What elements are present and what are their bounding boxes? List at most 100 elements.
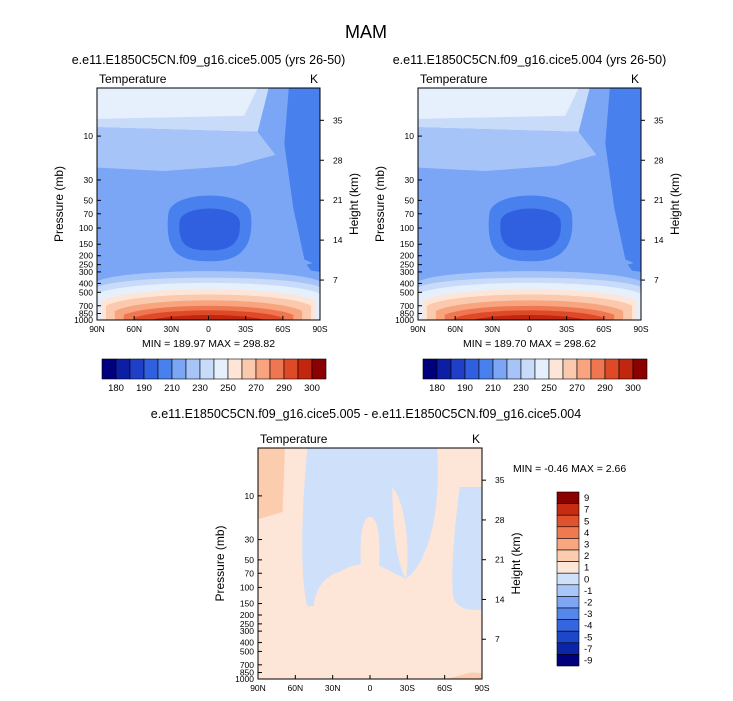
colorbar-box-5 [171, 358, 187, 380]
x-tick-label-30S: 30S [238, 324, 253, 334]
y2-tick-label-7: 7 [333, 275, 338, 285]
colorbar-label-180: 180 [108, 383, 124, 394]
y-axis-label: Pressure (mb) [373, 166, 387, 242]
y-tick-label-70: 70 [84, 209, 94, 219]
colorbar-box-9 [548, 358, 564, 380]
y-tick-label-30: 30 [84, 175, 94, 185]
contour-level-2 [97, 127, 276, 171]
contour-negative-region-south [452, 487, 482, 610]
colorbar-box-0 [101, 358, 117, 380]
y-tick-label-150: 150 [400, 239, 414, 249]
contour-fill [97, 88, 320, 320]
y-tick-label-1000: 1000 [395, 315, 414, 325]
colorbar-box-1 [436, 358, 452, 380]
y-axis-label: Pressure (mb) [52, 166, 66, 242]
colorbar-box-10 [241, 358, 257, 380]
y-tick-label-100: 100 [240, 582, 254, 592]
y2-axis-label: Height (km) [509, 532, 523, 594]
x-tick-label-60S: 60S [437, 683, 452, 693]
y-tick-label-50: 50 [84, 195, 94, 205]
colorbar-box-12 [590, 358, 606, 380]
colorbar-label-270: 270 [569, 383, 585, 394]
colorbar-box-3 [556, 526, 580, 539]
y-tick-label-200: 200 [240, 610, 254, 620]
colorbar-box-5 [492, 358, 508, 380]
y-tick-label-10: 10 [405, 131, 415, 141]
y-tick-label-250: 250 [400, 260, 414, 270]
x-tick-label-0: 0 [527, 324, 532, 334]
panel-title: e.e11.E1850C5CN.f09_g16.cice5.005 (yrs 2… [72, 53, 346, 67]
x-tick-label-90N: 90N [89, 324, 105, 334]
x-tick-label-60S: 60S [275, 324, 290, 334]
y-tick-label-300: 300 [79, 267, 93, 277]
min-max-stats: MIN = -0.46 MAX = 2.66 [513, 463, 626, 475]
contour-level-3 [605, 88, 641, 267]
y-tick-label-400: 400 [240, 638, 254, 648]
colorbar-box-9 [227, 358, 243, 380]
colorbar-label--9: -9 [584, 656, 592, 667]
x-tick-label-30N: 30N [164, 324, 180, 334]
y-tick-label-10: 10 [245, 491, 255, 501]
colorbar: 180 190 210 230 250 270 290 300 [101, 358, 327, 394]
y-tick-label-700: 700 [400, 301, 414, 311]
colorbar-label-190: 190 [457, 383, 473, 394]
min-max-stats: MIN = 189.97 MAX = 298.82 [142, 338, 275, 350]
colorbar-label--4: -4 [584, 621, 592, 632]
y-tick-label-150: 150 [79, 239, 93, 249]
x-tick-label-90N: 90N [250, 683, 266, 693]
y-tick-label-1000: 1000 [235, 674, 254, 684]
colorbar-label-180: 180 [429, 383, 445, 394]
contour-level-5 [179, 208, 240, 251]
y2-tick-label-21: 21 [333, 195, 343, 205]
colorbar-label-5: 5 [584, 516, 589, 527]
units-label: K [310, 72, 318, 86]
variable-label: Temperature [260, 432, 328, 446]
colorbar-label-0: 0 [584, 574, 589, 585]
colorbar-label-250: 250 [220, 383, 236, 394]
colorbar-box-15 [632, 358, 648, 380]
y-tick-label-50: 50 [405, 195, 415, 205]
contour-positive-patch [392, 487, 408, 579]
colorbar-label-190: 190 [136, 383, 152, 394]
colorbar-label-300: 300 [625, 383, 641, 394]
colorbar-box-13 [556, 642, 580, 655]
colorbar-label--3: -3 [584, 609, 592, 620]
contour-level-1 [97, 88, 258, 119]
colorbar-label-270: 270 [248, 383, 264, 394]
y2-tick-label-28: 28 [654, 155, 664, 165]
colorbar-box-7 [556, 572, 580, 586]
colorbar-label-7: 7 [584, 505, 589, 516]
y-tick-label-500: 500 [79, 287, 93, 297]
colorbar-label-3: 3 [584, 540, 589, 551]
colorbar-label-230: 230 [192, 383, 208, 394]
y-axis-label: Pressure (mb) [213, 525, 227, 601]
contour-warm-patch [258, 448, 285, 520]
contour-level-16 [306, 261, 320, 272]
colorbar-label-210: 210 [485, 383, 501, 394]
colorbar-box-5 [556, 549, 580, 562]
x-tick-label-60S: 60S [596, 324, 611, 334]
colorbar-label--7: -7 [584, 644, 592, 655]
colorbar-box-1 [556, 503, 580, 516]
y-tick-label-700: 700 [240, 660, 254, 670]
y-tick-label-250: 250 [240, 619, 254, 629]
colorbar-box-8 [556, 584, 580, 597]
y2-tick-label-7: 7 [654, 275, 659, 285]
colorbar-box-15 [311, 358, 327, 380]
units-label: K [472, 432, 480, 446]
colorbar-box-14 [556, 654, 580, 667]
colorbar-box-4 [556, 538, 580, 551]
colorbar-box-12 [556, 630, 580, 644]
colorbar-box-6 [185, 358, 201, 380]
colorbar-box-0 [422, 358, 438, 380]
colorbar-box-13 [604, 358, 620, 380]
panel-3: e.e11.E1850C5CN.f09_g16.cice5.005 - e.e1… [151, 407, 627, 693]
colorbar-box-3 [464, 358, 480, 380]
colorbar-box-10 [556, 607, 580, 620]
y-tick-label-100: 100 [79, 223, 93, 233]
colorbar-box-0 [556, 491, 580, 504]
y2-tick-label-35: 35 [654, 115, 664, 125]
y-tick-label-300: 300 [400, 267, 414, 277]
